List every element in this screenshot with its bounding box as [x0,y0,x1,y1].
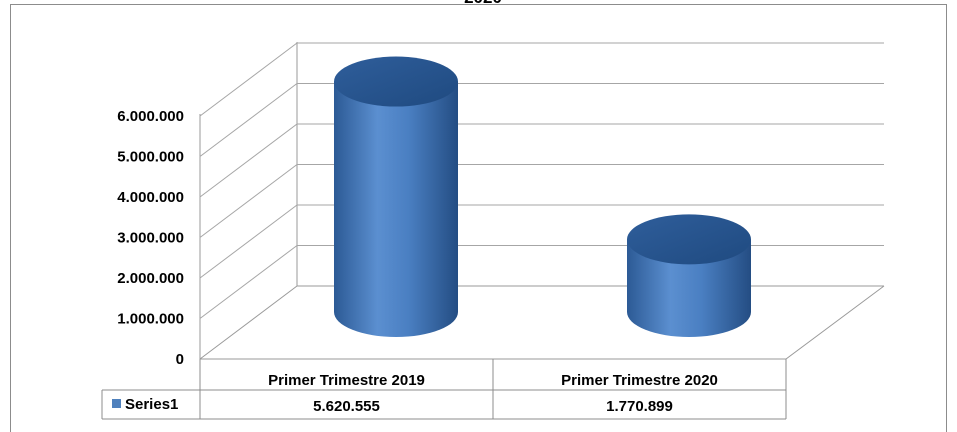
floor-front-edge [200,285,885,360]
y-axis-ticks: 0 1.000.000 2.000.000 3.000.000 4.000.000 5.0… [117,108,184,368]
gridline-left-wall [199,164,298,238]
gridline-left-wall [199,42,298,117]
y-tick-label: 3.000.000 [117,230,184,247]
y-tick-label: 1.000.000 [117,311,184,328]
bar-cylinder [334,56,458,337]
floor-left-edge [199,285,298,360]
bar-cap [334,56,458,107]
bar-cylinder [627,214,751,337]
chart-title: 2020 [464,0,502,7]
gridline-left-wall [199,245,298,319]
bars [334,56,751,337]
gridline-left-wall [199,204,298,279]
data-table: Primer Trimestre 2019 Primer Trimestre 20… [101,359,787,420]
y-tick-label: 4.000.000 [117,189,184,206]
legend-swatch [112,399,121,408]
y-tick-label: 5.000.000 [117,149,184,166]
bar-cap [627,214,751,265]
legend-label: Series1 [125,396,178,413]
bar-body [334,81,458,337]
x-category-label: Primer Trimestre 2020 [561,372,718,389]
x-category-label: Primer Trimestre 2019 [268,372,425,389]
y-tick-label: 0 [176,351,184,368]
gridline-left-wall [199,123,298,198]
gridlines [199,42,884,319]
data-value-label: 1.770.899 [606,398,673,415]
y-tick-label: 2.000.000 [117,270,184,287]
y-tick-label: 6.000.000 [117,108,184,125]
chart-border [10,4,947,432]
plot-walls [199,42,885,360]
data-value-label: 5.620.555 [313,398,380,415]
gridline-left-wall [199,83,298,157]
bar-body [627,239,751,337]
